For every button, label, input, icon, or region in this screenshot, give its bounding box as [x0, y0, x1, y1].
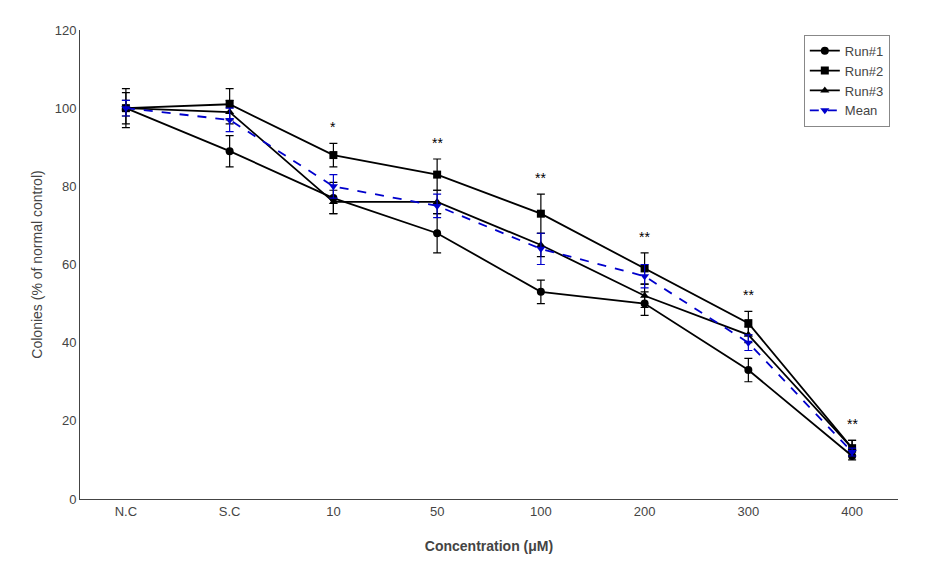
svg-text:100: 100: [530, 504, 552, 519]
svg-text:400: 400: [841, 504, 863, 519]
svg-text:100: 100: [55, 101, 77, 116]
svg-text:**: **: [743, 287, 754, 303]
svg-text:**: **: [535, 170, 546, 186]
svg-text:N.C: N.C: [115, 504, 137, 519]
svg-text:40: 40: [62, 335, 76, 350]
svg-text:50: 50: [430, 504, 444, 519]
svg-text:Run#3: Run#3: [845, 84, 883, 99]
svg-text:Colonies (% of normal control): Colonies (% of normal control): [29, 170, 45, 358]
svg-text:60: 60: [62, 257, 76, 272]
svg-text:0: 0: [69, 492, 76, 507]
svg-text:300: 300: [738, 504, 760, 519]
svg-text:80: 80: [62, 179, 76, 194]
svg-text:Concentration (μM): Concentration (μM): [425, 538, 553, 554]
svg-text:Run#2: Run#2: [845, 64, 883, 79]
svg-text:Mean: Mean: [845, 103, 878, 118]
svg-text:**: **: [847, 416, 858, 432]
svg-text:**: **: [639, 229, 650, 245]
svg-text:120: 120: [55, 23, 77, 38]
svg-text:**: **: [432, 135, 443, 151]
svg-text:S.C: S.C: [219, 504, 241, 519]
svg-text:20: 20: [62, 413, 76, 428]
svg-text:200: 200: [634, 504, 656, 519]
svg-text:10: 10: [326, 504, 340, 519]
svg-text:Run#1: Run#1: [845, 44, 883, 59]
svg-text:*: *: [330, 119, 336, 135]
